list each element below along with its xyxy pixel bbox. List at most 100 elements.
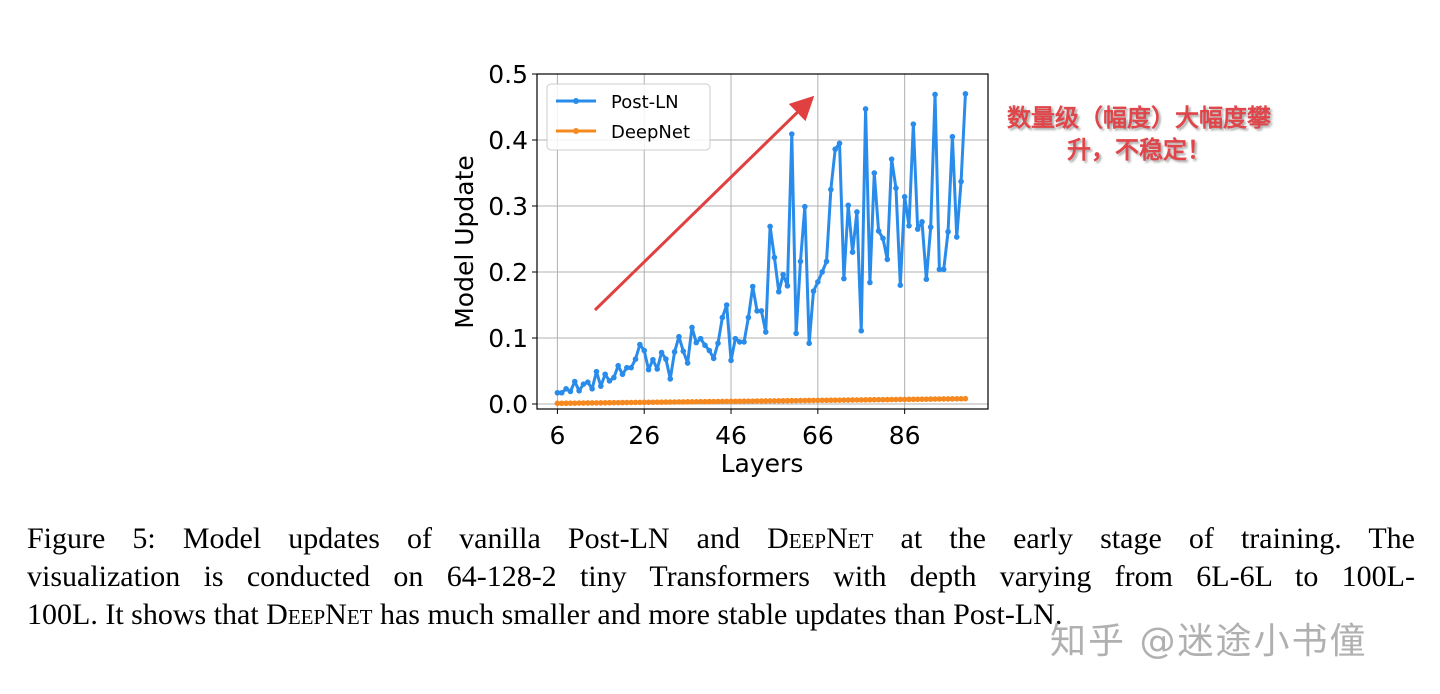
data-point-post-ln [650,356,656,363]
data-point-deepnet [728,398,734,405]
annotation-line-2: 升，不稳定！ [1067,136,1211,164]
caption-line-2: visualization is conducted on 64-128-2 t… [27,560,1415,593]
data-point-post-ln [715,340,721,347]
plot-frame [536,73,989,410]
data-point-deepnet [719,398,726,405]
data-point-deepnet [567,400,574,406]
data-point-deepnet [958,395,964,402]
data-point-post-ln [637,341,643,348]
data-point-deepnet [771,398,778,404]
data-point-deepnet [897,396,904,403]
data-point-deepnet [641,399,648,406]
caption-text: has much smaller and more stable updates… [372,598,1063,631]
data-point-deepnet [576,400,582,406]
data-point-deepnet [788,397,795,404]
data-point-deepnet [684,399,691,405]
data-point-post-ln [615,362,621,369]
data-point-deepnet [693,398,700,405]
data-point-post-ln [953,234,960,240]
data-point-post-ln [606,378,613,384]
data-point-post-ln [619,371,626,378]
data-point-post-ln [689,324,695,331]
data-point-deepnet [602,399,608,406]
data-point-deepnet [823,397,830,404]
data-point-post-ln [719,314,726,321]
y-axis-label: Model Update [450,155,479,329]
data-point-deepnet [841,397,847,403]
data-point-post-ln [598,383,604,389]
data-point-post-ln [563,386,569,392]
y-tick-label: 0.0 [488,390,528,419]
legend-label-post-ln: Post-LN [611,92,679,113]
legend-marker-post-ln [573,98,579,104]
data-point-post-ln [658,349,665,356]
data-point-post-ln [680,348,687,354]
data-point-deepnet [806,397,812,404]
x-tick-label: 66 [802,421,834,450]
data-point-deepnet [680,399,687,405]
legend: Post-LN DeepNet [546,83,711,151]
data-point-deepnet [558,400,565,407]
y-tick-label: 0.3 [488,192,528,221]
data-point-post-ln [645,366,652,373]
data-point-deepnet [940,396,947,402]
data-point-deepnet [845,397,852,403]
data-point-deepnet [962,395,969,402]
data-point-deepnet [815,397,821,404]
data-point-deepnet [702,398,708,405]
data-point-deepnet [923,396,930,402]
x-tick-label: 6 [549,421,565,450]
data-point-post-ln [684,360,691,366]
data-point-post-ln [958,178,964,185]
data-point-deepnet [854,397,860,403]
data-point-post-ln [914,226,921,232]
data-point-deepnet [871,396,878,403]
data-point-post-ln [741,339,747,345]
data-point-deepnet [836,397,843,403]
data-point-deepnet [580,400,587,406]
data-point-deepnet [797,397,804,404]
data-point-post-ln [797,258,804,265]
data-point-post-ln [771,254,778,261]
data-point-deepnet [932,396,938,402]
data-point-deepnet [624,399,630,406]
data-point-post-ln [632,356,639,362]
data-point-post-ln [602,371,608,378]
data-point-post-ln [667,376,674,382]
figure-caption: Figure 5: Model updates of vanilla Post-… [27,520,1415,634]
data-point-deepnet [758,398,765,404]
data-point-deepnet [741,398,747,405]
data-point-deepnet [654,399,661,405]
data-point-post-ln [584,379,591,386]
data-point-deepnet [689,399,695,405]
data-point-deepnet [650,399,656,406]
data-point-deepnet [919,396,925,402]
caption-line-3: 100L. It shows that DeepNet has much sma… [27,596,1415,634]
data-point-post-ln [754,308,760,314]
caption-line-1: Figure 5: Model updates of vanilla Post-… [27,520,1415,558]
data-point-deepnet [832,397,839,403]
data-point-post-ln [784,283,791,289]
data-point-post-ln [927,224,934,230]
data-point-deepnet [767,398,773,404]
caption-text: Figure 5: Model updates of vanilla Post-… [27,522,768,555]
data-point-post-ln [580,381,587,387]
data-point-post-ln [901,193,908,200]
data-point-deepnet [949,396,956,402]
data-point-post-ln [858,327,865,334]
data-point-deepnet [697,398,704,405]
data-point-post-ln [745,314,752,321]
data-point-deepnet [619,399,626,406]
data-point-post-ln [962,90,969,97]
data-point-deepnet [710,398,717,405]
caption-deepnet: DeepNet [266,598,373,631]
data-point-post-ln [806,340,812,347]
x-tick-label: 86 [889,421,921,450]
data-point-post-ln [723,302,730,308]
caption-text: at the early stage of training. The [873,522,1415,555]
data-point-post-ln [823,258,830,265]
data-point-post-ln [641,347,648,354]
data-point-post-ln [762,329,769,335]
data-point-post-ln [940,266,947,273]
data-point-deepnet [611,399,617,406]
